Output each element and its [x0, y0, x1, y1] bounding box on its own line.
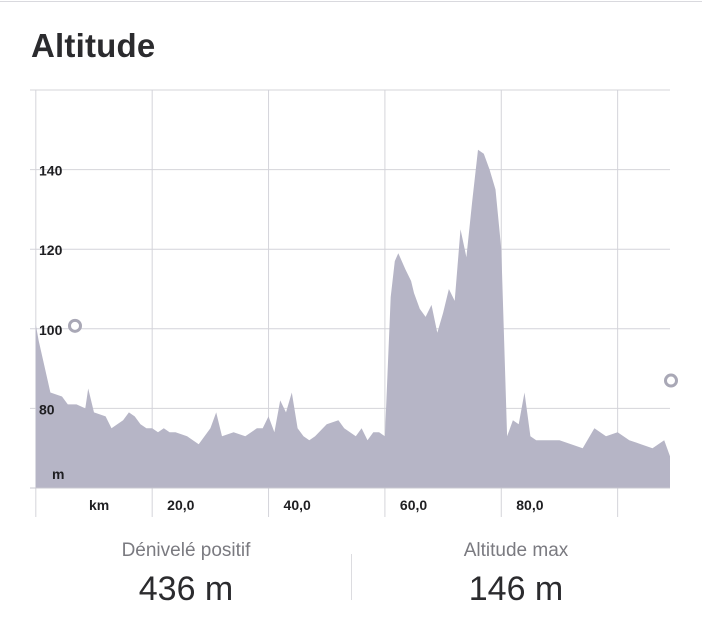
- page-title: Altitude: [31, 27, 156, 64]
- max-altitude-label: Altitude max: [463, 540, 569, 561]
- elevation-gain-label: Dénivelé positif: [121, 540, 251, 561]
- elevation-gain-value: 436 m: [138, 570, 234, 608]
- stats-divider: [351, 554, 352, 600]
- x-tick-label: 20,0: [167, 497, 194, 513]
- x-axis-labels: km 20,0 40,0 60,0 80,0: [89, 497, 544, 513]
- x-tick-label: 60,0: [400, 497, 427, 513]
- x-unit-label: km: [89, 497, 109, 513]
- y-unit-label: m: [52, 466, 64, 482]
- endpoint-markers: [68, 318, 678, 388]
- max-altitude-stat: Altitude max 146 m: [366, 540, 666, 609]
- altitude-area: [35, 149, 671, 488]
- x-tick-label: 40,0: [284, 497, 311, 513]
- y-tick-label: 120: [39, 242, 63, 258]
- elevation-gain-stat: Dénivelé positif 436 m: [36, 540, 336, 609]
- y-tick-label: 140: [39, 163, 63, 179]
- end-point-marker: [664, 373, 678, 388]
- altitude-area-fill: [35, 149, 671, 488]
- x-tick-label: 80,0: [516, 497, 543, 513]
- summary-stats: Dénivelé positif 436 m Altitude max 146 …: [0, 540, 702, 620]
- y-tick-label: 80: [39, 401, 55, 417]
- y-tick-label: 100: [39, 322, 63, 338]
- altitude-chart: 80 100 120 140 m km 20,0 40,0 60,0 80,0: [30, 89, 678, 517]
- start-point-marker: [68, 318, 82, 333]
- y-axis-labels: 80 100 120 140 m: [39, 163, 64, 482]
- top-divider: [0, 1, 702, 2]
- max-altitude-value: 146 m: [468, 570, 564, 608]
